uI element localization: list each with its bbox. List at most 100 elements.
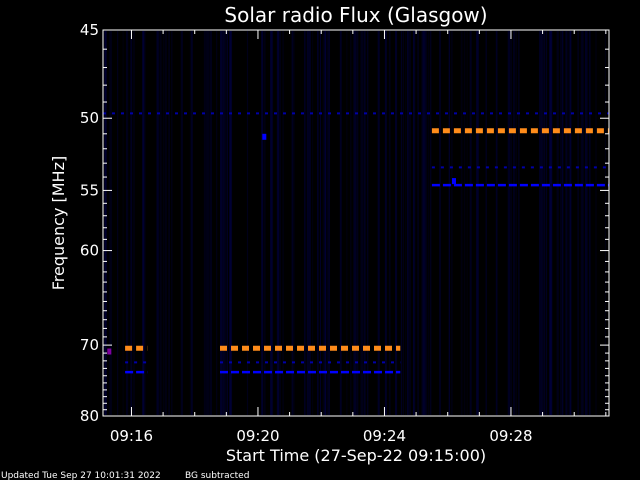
noise-streak — [388, 31, 391, 415]
noise-streak — [426, 31, 428, 415]
x-tick-label: 09:24 — [363, 427, 406, 445]
noise-streak — [448, 31, 450, 415]
noise-streak — [470, 31, 472, 415]
noise-streak — [143, 31, 146, 415]
footer-updated-text: Updated Tue Sep 27 10:01:31 2022 — [1, 471, 161, 480]
noise-streak — [264, 31, 266, 415]
y-tick-label: 80 — [80, 407, 99, 425]
noise-streak — [413, 31, 416, 415]
chart-title: Solar radio Flux (Glasgow) — [224, 3, 487, 27]
noise-streak — [604, 31, 606, 415]
noise-streak — [270, 31, 272, 415]
noise-streak — [557, 31, 559, 415]
noise-streak — [581, 31, 584, 415]
noise-streak — [546, 31, 547, 415]
noise-streak — [422, 31, 425, 415]
noise-streak — [309, 31, 311, 415]
noise-streak — [208, 31, 210, 415]
noise-streak — [565, 31, 568, 415]
noise-streak — [561, 31, 564, 415]
noise-streak — [262, 31, 264, 415]
noise-streak — [346, 31, 348, 415]
noise-streak — [210, 31, 212, 415]
noise-streak — [477, 31, 479, 415]
noise-streak — [469, 31, 471, 415]
noise-streak — [364, 31, 366, 415]
noise-streak — [324, 31, 327, 415]
noise-streak — [546, 31, 548, 415]
x-tick-label: 09:20 — [236, 427, 279, 445]
noise-streak — [350, 31, 352, 415]
noise-streak — [466, 31, 468, 415]
y-tick-label: 45 — [80, 21, 99, 39]
noise-streak — [556, 31, 558, 415]
noise-streak — [327, 31, 330, 415]
spectrogram-features — [103, 112, 609, 374]
noise-streak — [191, 31, 193, 415]
noise-streak — [587, 31, 588, 415]
noise-streak — [363, 31, 365, 415]
noise-streak — [560, 31, 562, 415]
x-axis-label: Start Time (27-Sep-22 09:15:00) — [226, 446, 486, 465]
noise-streak — [271, 31, 274, 415]
noise-streak — [562, 31, 563, 415]
noise-streak — [549, 31, 552, 415]
noise-streak — [518, 31, 520, 415]
noise-streak — [168, 31, 170, 415]
noise-streak — [425, 31, 428, 415]
noise-streak — [319, 31, 321, 415]
noise-streak — [406, 31, 409, 415]
y-tick-label: 55 — [80, 181, 99, 199]
noise-streak — [588, 31, 591, 415]
noise-streak — [395, 31, 398, 415]
noise-streak — [354, 31, 357, 415]
noise-streak — [226, 31, 228, 415]
noise-streak — [402, 31, 404, 415]
noise-streak — [360, 31, 362, 415]
noise-streak — [463, 31, 466, 415]
noise-streak — [229, 31, 232, 415]
noise-streak — [142, 31, 144, 415]
noise-streak — [165, 31, 167, 415]
y-axis: 45 50 55 60 70 80 — [80, 21, 609, 425]
noise-streak — [580, 31, 583, 415]
noise-streak — [317, 31, 319, 415]
noise-streak — [158, 31, 160, 415]
noise-streak — [109, 31, 111, 415]
noise-streak — [582, 31, 585, 415]
noise-streak — [377, 31, 380, 415]
noise-streak — [122, 31, 124, 415]
noise-streak — [428, 31, 430, 415]
noise-streak — [292, 31, 295, 415]
spectrogram-noise — [104, 31, 606, 415]
noise-streak — [279, 31, 281, 415]
noise-streak — [384, 31, 387, 415]
noise-streak — [171, 31, 173, 415]
emission-spot — [107, 348, 112, 355]
noise-streak — [104, 31, 107, 415]
noise-streak — [595, 31, 597, 415]
noise-streak — [126, 31, 129, 415]
noise-streak — [304, 31, 306, 415]
noise-streak — [510, 31, 512, 415]
noise-streak — [476, 31, 479, 415]
noise-streak — [353, 31, 355, 415]
noise-streak — [165, 31, 167, 415]
noise-streak — [429, 31, 432, 415]
noise-streak — [162, 31, 165, 415]
noise-streak — [143, 31, 145, 415]
noise-streak — [424, 31, 426, 415]
noise-streak — [439, 31, 441, 415]
noise-streak — [507, 31, 510, 415]
noise-streak — [156, 31, 159, 415]
noise-streak — [356, 31, 359, 415]
noise-streak — [405, 31, 406, 415]
noise-streak — [189, 31, 191, 415]
noise-streak — [417, 31, 419, 415]
noise-streak — [585, 31, 587, 415]
y-tick-label: 60 — [80, 242, 99, 260]
noise-streak — [508, 31, 510, 415]
noise-streak — [577, 31, 579, 415]
noise-streak — [378, 31, 380, 415]
